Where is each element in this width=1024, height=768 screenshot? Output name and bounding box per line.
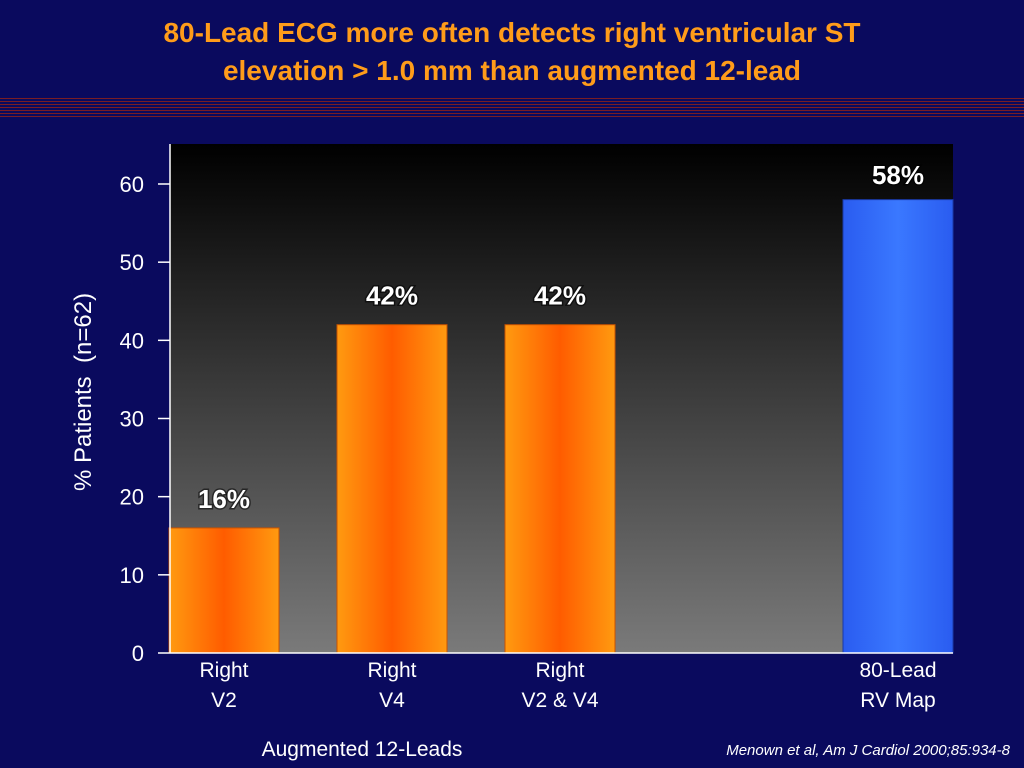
x-tick-label: Right	[199, 659, 248, 682]
bar-value-label: 58%	[872, 160, 924, 190]
bar-1	[168, 527, 280, 654]
y-tick-label: 50	[120, 250, 144, 275]
title-line-1: 80-Lead ECG more often detects right ven…	[163, 17, 861, 48]
x-tick-label: RV Map	[860, 689, 935, 712]
bar-value-label: 42%	[534, 281, 586, 311]
group-label: Augmented 12-Leads	[262, 738, 463, 761]
x-tick-label: V4	[379, 689, 405, 712]
slide-title: 80-Lead ECG more often detects right ven…	[0, 14, 1024, 90]
y-tick-label: 10	[120, 563, 144, 588]
bar-2	[336, 324, 448, 654]
x-tick-label: V2	[211, 689, 237, 712]
citation: Menown et al, Am J Cardiol 2000;85:934-8	[726, 742, 1010, 759]
y-tick-label: 30	[120, 407, 144, 432]
bar-value-label: 16%	[198, 484, 250, 514]
y-tick-label: 40	[120, 328, 144, 353]
bar-3	[504, 324, 616, 654]
x-tick-label: Right	[535, 659, 584, 682]
bar-value-label: 42%	[366, 281, 418, 311]
x-tick-label: 80-Lead	[859, 659, 936, 682]
y-tick-label: 0	[132, 641, 144, 666]
y-tick-label: 60	[120, 172, 144, 197]
title-divider	[0, 98, 1024, 118]
x-tick-label: Right	[367, 659, 416, 682]
y-tick-label: 20	[120, 485, 144, 510]
x-tick-label: V2 & V4	[521, 689, 598, 712]
y-axis-label: % Patients (n=62)	[70, 293, 97, 491]
bar-4	[842, 199, 954, 654]
title-line-2: elevation > 1.0 mm than augmented 12-lea…	[222, 55, 802, 86]
